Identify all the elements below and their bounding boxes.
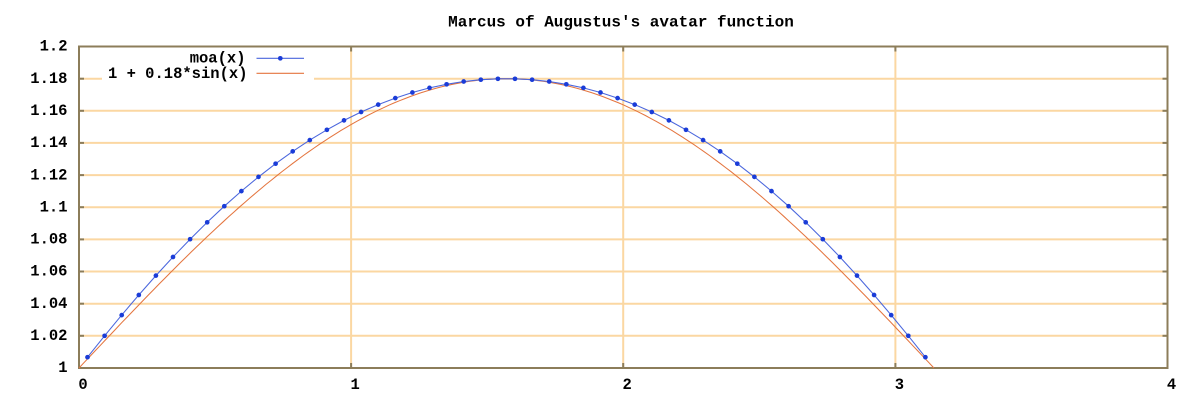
svg-text:1.06: 1.06 [30,263,67,281]
svg-text:Marcus of Augustus's avatar fu: Marcus of Augustus's avatar function [448,14,794,32]
svg-text:1.1: 1.1 [40,198,68,216]
svg-text:1 + 0.18*sin(x): 1 + 0.18*sin(x) [108,65,248,83]
svg-text:1.12: 1.12 [30,166,67,184]
svg-text:1: 1 [350,376,359,394]
svg-text:moa(x): moa(x) [190,50,246,68]
svg-text:1.08: 1.08 [30,231,67,249]
svg-text:1.02: 1.02 [30,327,67,345]
svg-text:1.16: 1.16 [30,102,67,120]
svg-text:2: 2 [623,376,632,394]
svg-text:3: 3 [895,376,904,394]
svg-text:0: 0 [78,376,87,394]
svg-text:1.18: 1.18 [30,70,67,88]
svg-text:1.04: 1.04 [30,295,67,313]
svg-text:1.14: 1.14 [30,134,67,152]
svg-text:1.2: 1.2 [40,38,68,56]
svg-text:4: 4 [1167,376,1176,394]
svg-text:1: 1 [58,359,67,377]
